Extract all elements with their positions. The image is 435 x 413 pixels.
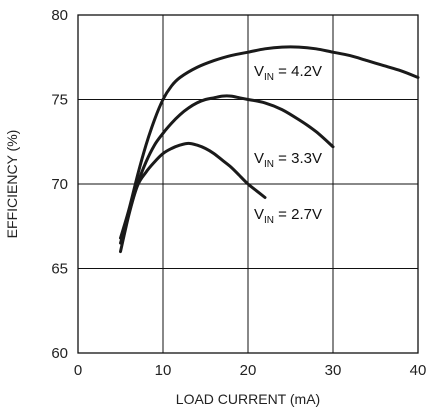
x-tick-label: 10 xyxy=(155,362,172,379)
series-label-0: VIN = 4.2V xyxy=(254,63,322,83)
x-tick-label: 0 xyxy=(74,362,82,379)
x-tick-label: 30 xyxy=(325,362,342,379)
y-axis-label: EFFICIENCY (%) xyxy=(4,130,20,239)
x-tick-label: 20 xyxy=(240,362,257,379)
y-tick-label: 70 xyxy=(51,176,68,193)
series-label-2: VIN = 2.7V xyxy=(254,206,322,226)
y-tick-label: 75 xyxy=(51,92,68,109)
x-tick-label: 40 xyxy=(410,362,427,379)
series-line-0 xyxy=(119,45,420,240)
series-label-1: VIN = 3.3V xyxy=(254,150,322,170)
x-axis-label: LOAD CURRENT (mA) xyxy=(176,391,320,407)
y-axis-ticks: 60 65 70 75 80 xyxy=(51,7,68,362)
series-labels: VIN = 4.2V VIN = 3.3V VIN = 2.7V xyxy=(254,63,322,226)
series-line-1 xyxy=(119,94,335,245)
plot-frame xyxy=(77,14,419,354)
series-lines xyxy=(119,45,420,254)
y-tick-label: 80 xyxy=(51,7,68,24)
series-line-2 xyxy=(119,141,267,254)
y-tick-label: 60 xyxy=(51,345,68,362)
x-axis-ticks: 0 10 20 30 40 xyxy=(74,362,427,379)
y-tick-label: 65 xyxy=(51,261,68,278)
